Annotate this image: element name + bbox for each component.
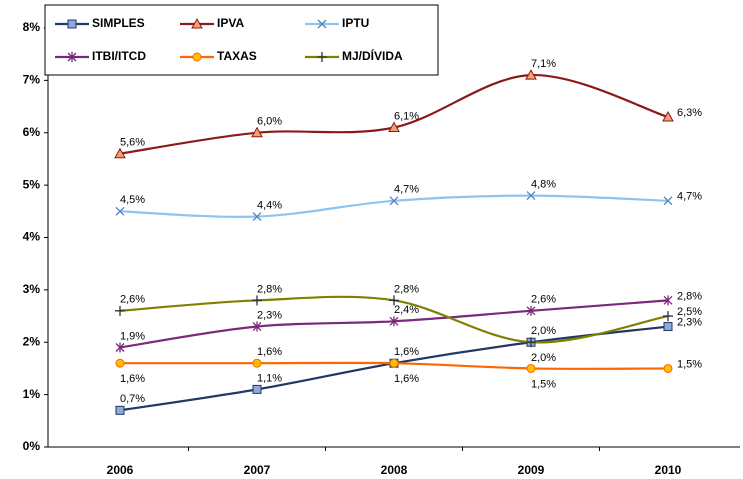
series: 2,6% 2,8% 2,8% 2,0% 2,5% bbox=[115, 283, 702, 364]
data-label: 1,5% bbox=[531, 378, 556, 390]
marker bbox=[251, 126, 263, 138]
data-label: 4,7% bbox=[394, 184, 419, 196]
data-label: 1,9% bbox=[120, 330, 145, 342]
marker bbox=[252, 295, 262, 306]
series: 1,9% 2,3% 2,4% 2,6% 2,8% bbox=[115, 290, 702, 353]
data-label: 2,0% bbox=[531, 352, 556, 364]
data-label: 2,4% bbox=[394, 304, 419, 316]
data-label: 7,1% bbox=[531, 58, 556, 70]
marker bbox=[663, 322, 673, 332]
data-label: 1,6% bbox=[120, 373, 145, 385]
data-label: 0,7% bbox=[120, 393, 145, 405]
data-label: 2,3% bbox=[257, 309, 282, 321]
data-label: 1,5% bbox=[677, 358, 702, 370]
legend-box bbox=[44, 4, 439, 76]
marker bbox=[389, 358, 399, 368]
legend-label: ITBI/ITCD bbox=[92, 49, 146, 63]
data-label: 6,1% bbox=[394, 110, 419, 122]
series: 1,6% 1,6% 1,6% 1,5% 1,5% bbox=[115, 346, 702, 390]
marker bbox=[317, 19, 327, 29]
data-label: 5,6% bbox=[120, 137, 145, 149]
marker bbox=[67, 19, 77, 29]
y-tick-label: 8% bbox=[23, 20, 41, 34]
y-tick-label: 0% bbox=[23, 439, 41, 453]
marker bbox=[663, 196, 673, 206]
x-tick-label: 2008 bbox=[381, 463, 408, 477]
marker bbox=[526, 305, 536, 316]
data-label: 4,8% bbox=[531, 179, 556, 191]
marker bbox=[663, 311, 673, 322]
marker bbox=[115, 342, 125, 353]
marker bbox=[115, 358, 125, 368]
data-label: 6,3% bbox=[677, 107, 702, 119]
data-label: 2,6% bbox=[531, 294, 556, 306]
marker bbox=[663, 295, 673, 306]
y-tick-label: 1% bbox=[23, 387, 41, 401]
marker bbox=[388, 121, 400, 133]
marker bbox=[252, 212, 262, 222]
series-line bbox=[119, 194, 669, 218]
marker bbox=[389, 295, 399, 306]
data-label: 4,5% bbox=[120, 194, 145, 206]
marker bbox=[252, 358, 262, 368]
legend-label: IPTU bbox=[342, 16, 369, 30]
data-label: 1,6% bbox=[394, 373, 419, 385]
marker bbox=[525, 69, 537, 80]
marker bbox=[115, 305, 125, 316]
series: 5,6% 6,0% 6,1% 7,1% 6,3% bbox=[114, 58, 702, 159]
x-tick-label: 2007 bbox=[244, 463, 271, 477]
y-tick-label: 2% bbox=[23, 334, 41, 348]
marker bbox=[389, 316, 399, 327]
marker bbox=[115, 405, 125, 415]
y-tick-label: 7% bbox=[23, 73, 41, 87]
marker bbox=[317, 52, 327, 62]
marker bbox=[526, 191, 536, 201]
data-label: 2,6% bbox=[120, 294, 145, 306]
x-tick-label: 2006 bbox=[107, 463, 134, 477]
data-label: 1,1% bbox=[257, 372, 282, 384]
y-tick-label: 5% bbox=[23, 177, 41, 191]
legend-label: SIMPLES bbox=[92, 16, 145, 30]
y-tick-label: 4% bbox=[23, 230, 41, 244]
marker bbox=[526, 337, 536, 348]
marker bbox=[115, 206, 125, 216]
x-tick-label: 2010 bbox=[655, 463, 682, 477]
marker bbox=[389, 196, 399, 206]
data-label: 2,5% bbox=[677, 306, 702, 318]
y-tick-label: 6% bbox=[23, 125, 41, 139]
data-label: 1,6% bbox=[257, 346, 282, 358]
marker bbox=[191, 17, 203, 29]
marker bbox=[663, 363, 673, 373]
series: 4,5% 4,4% 4,7% 4,8% 4,7% bbox=[115, 179, 702, 222]
x-tick-label: 2009 bbox=[518, 463, 545, 477]
data-label: 2,8% bbox=[257, 283, 282, 295]
marker bbox=[662, 111, 674, 122]
marker bbox=[192, 52, 202, 62]
legend: SIMPLES IPVA IPTU ITBI/ITCD TAXAS MJ/DÍVIDA bbox=[44, 4, 439, 76]
data-label: 2,8% bbox=[677, 290, 702, 302]
marker bbox=[252, 384, 262, 394]
marker bbox=[67, 52, 77, 62]
data-label: 2,8% bbox=[394, 283, 419, 295]
data-label: 4,7% bbox=[677, 191, 702, 203]
legend-label: TAXAS bbox=[217, 49, 257, 63]
legend-label: MJ/DÍVIDA bbox=[342, 48, 403, 63]
y-tick-label: 3% bbox=[23, 282, 41, 296]
marker bbox=[114, 147, 126, 159]
marker bbox=[252, 321, 262, 332]
data-label: 2,0% bbox=[531, 325, 556, 337]
data-label: 1,6% bbox=[394, 346, 419, 358]
data-label: 2,3% bbox=[677, 316, 702, 328]
data-label: 6,0% bbox=[257, 116, 282, 128]
legend-label: IPVA bbox=[217, 16, 244, 30]
marker bbox=[526, 363, 536, 373]
data-label: 4,4% bbox=[257, 199, 282, 211]
